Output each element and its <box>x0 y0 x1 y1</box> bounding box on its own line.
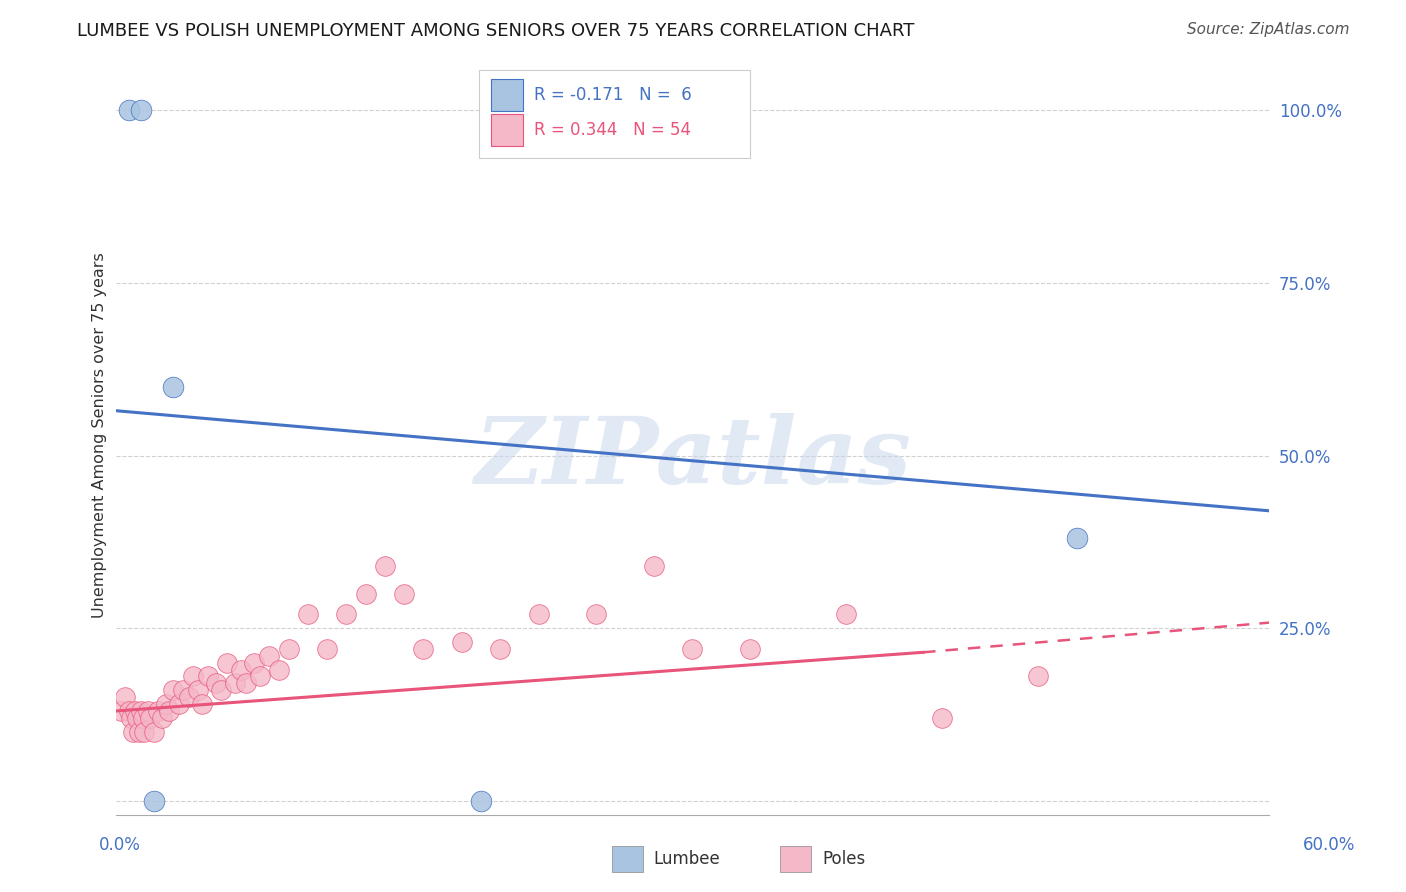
Point <box>155 697 177 711</box>
Point <box>139 711 162 725</box>
Point <box>120 711 142 725</box>
Point <box>134 724 156 739</box>
Text: LUMBEE VS POLISH UNEMPLOYMENT AMONG SENIORS OVER 75 YEARS CORRELATION CHART: LUMBEE VS POLISH UNEMPLOYMENT AMONG SENI… <box>77 22 915 40</box>
Point <box>643 559 665 574</box>
Text: Lumbee: Lumbee <box>654 850 720 868</box>
Text: 60.0%: 60.0% <box>1302 836 1355 854</box>
Point <box>129 103 152 118</box>
Point <box>1066 532 1088 546</box>
Point <box>209 683 232 698</box>
Point <box>392 587 415 601</box>
Point <box>585 607 607 622</box>
Text: R = -0.171   N =  6: R = -0.171 N = 6 <box>534 86 692 103</box>
Point <box>489 641 512 656</box>
Point <box>277 641 299 656</box>
Bar <box>491 114 523 146</box>
Bar <box>491 78 523 111</box>
Point <box>191 697 214 711</box>
Point <box>125 711 148 725</box>
Point <box>177 690 200 705</box>
Point <box>470 794 492 808</box>
Point <box>143 724 166 739</box>
Point <box>114 690 136 705</box>
Text: R = 0.344   N = 54: R = 0.344 N = 54 <box>534 121 692 139</box>
Point <box>118 704 141 718</box>
Point <box>128 724 150 739</box>
Text: Source: ZipAtlas.com: Source: ZipAtlas.com <box>1187 22 1350 37</box>
Point <box>316 641 339 656</box>
Point <box>217 656 239 670</box>
Point <box>150 711 173 725</box>
Point <box>138 704 160 718</box>
Point <box>335 607 357 622</box>
Point <box>297 607 319 622</box>
Point <box>143 794 166 808</box>
Point <box>124 704 146 718</box>
Point <box>450 635 472 649</box>
Point <box>146 704 169 718</box>
Point <box>354 587 377 601</box>
Text: 0.0%: 0.0% <box>98 836 141 854</box>
Point <box>259 648 281 663</box>
Point <box>412 641 434 656</box>
Point <box>204 676 226 690</box>
Point <box>129 704 152 718</box>
Point <box>249 669 271 683</box>
FancyBboxPatch shape <box>479 70 749 158</box>
Point <box>122 724 145 739</box>
Point <box>162 379 184 393</box>
Y-axis label: Unemployment Among Seniors over 75 years: Unemployment Among Seniors over 75 years <box>93 252 107 618</box>
Point <box>187 683 209 698</box>
Point <box>118 103 141 118</box>
Point <box>131 711 153 725</box>
Point <box>172 683 194 698</box>
Text: Poles: Poles <box>823 850 866 868</box>
Point <box>1028 669 1050 683</box>
Point <box>243 656 266 670</box>
Point <box>224 676 246 690</box>
Point <box>931 711 953 725</box>
Point <box>197 669 219 683</box>
Text: ZIPatlas: ZIPatlas <box>474 413 911 502</box>
Point <box>835 607 858 622</box>
Point <box>181 669 204 683</box>
Point <box>167 697 190 711</box>
Point <box>738 641 761 656</box>
Point <box>267 663 290 677</box>
Point <box>162 683 184 698</box>
Point <box>235 676 257 690</box>
Point <box>159 704 181 718</box>
Point <box>527 607 550 622</box>
Point <box>374 559 396 574</box>
Point <box>229 663 252 677</box>
Point <box>681 641 703 656</box>
Point <box>110 704 132 718</box>
